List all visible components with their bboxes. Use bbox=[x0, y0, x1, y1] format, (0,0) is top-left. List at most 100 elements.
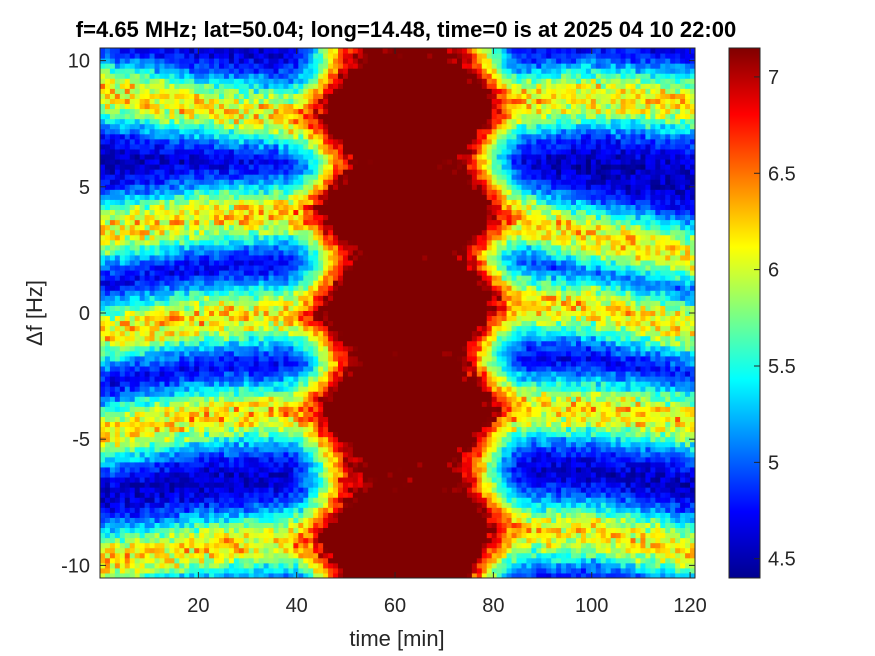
heatmap-cell bbox=[268, 154, 275, 160]
heatmap-cell bbox=[298, 239, 304, 246]
heatmap-cell bbox=[303, 482, 309, 488]
heatmap-cell bbox=[308, 78, 314, 84]
heatmap-cell bbox=[204, 451, 210, 458]
heatmap-cell bbox=[179, 330, 185, 337]
heatmap-cell bbox=[283, 416, 289, 423]
heatmap-cell bbox=[293, 446, 299, 453]
heatmap-cell bbox=[318, 366, 324, 372]
heatmap-cell bbox=[124, 472, 131, 478]
heatmap-cell bbox=[293, 164, 299, 170]
heatmap-cell bbox=[134, 512, 141, 518]
heatmap-cell bbox=[164, 118, 170, 125]
heatmap-cell bbox=[174, 547, 180, 554]
heatmap-cell bbox=[283, 366, 289, 372]
heatmap-cell bbox=[209, 451, 215, 458]
heatmap-cell bbox=[248, 497, 255, 503]
heatmap-cell bbox=[228, 502, 235, 508]
heatmap-cell bbox=[258, 179, 265, 185]
heatmap-cell bbox=[258, 431, 265, 438]
heatmap-cell bbox=[144, 148, 151, 155]
heatmap-cell bbox=[144, 275, 151, 281]
heatmap-cell bbox=[174, 532, 180, 539]
heatmap-cell bbox=[149, 345, 156, 352]
heatmap-cell bbox=[214, 532, 220, 539]
heatmap-cell bbox=[228, 199, 235, 205]
heatmap-cell bbox=[159, 557, 165, 564]
heatmap-cell bbox=[233, 244, 240, 251]
heatmap-cell bbox=[209, 88, 215, 94]
heatmap-cell bbox=[209, 244, 215, 251]
heatmap-cell bbox=[233, 254, 240, 261]
heatmap-cell bbox=[104, 88, 111, 94]
heatmap-cell bbox=[169, 562, 175, 569]
heatmap-cell bbox=[124, 532, 131, 539]
heatmap-cell bbox=[253, 290, 260, 296]
heatmap-cell bbox=[258, 376, 265, 382]
heatmap-cell bbox=[328, 174, 334, 180]
heatmap-cell bbox=[293, 477, 299, 483]
heatmap-cell bbox=[134, 169, 141, 175]
heatmap-cell bbox=[154, 532, 160, 539]
heatmap-cell bbox=[184, 58, 190, 64]
heatmap-cell bbox=[169, 254, 175, 261]
heatmap-cell bbox=[199, 204, 205, 211]
heatmap-cell bbox=[248, 547, 255, 554]
heatmap-cell bbox=[243, 461, 250, 468]
heatmap-cell bbox=[114, 133, 121, 140]
heatmap-cell bbox=[248, 431, 255, 438]
heatmap-cell bbox=[159, 517, 165, 523]
heatmap-cell bbox=[283, 431, 289, 438]
heatmap-cell bbox=[263, 330, 270, 337]
heatmap-cell bbox=[238, 300, 245, 306]
heatmap-cell bbox=[248, 381, 255, 387]
heatmap-cell bbox=[179, 159, 185, 165]
heatmap-cell bbox=[134, 517, 141, 523]
heatmap-cell bbox=[139, 451, 146, 458]
heatmap-cell bbox=[124, 330, 131, 337]
heatmap-cell bbox=[149, 562, 156, 569]
heatmap-cell bbox=[333, 537, 339, 544]
heatmap-cell bbox=[169, 451, 175, 458]
heatmap-cell bbox=[174, 118, 180, 125]
heatmap-cell bbox=[194, 492, 200, 498]
heatmap-cell bbox=[189, 350, 195, 357]
heatmap-cell bbox=[159, 411, 165, 417]
heatmap-cell bbox=[144, 128, 151, 135]
heatmap-cell bbox=[109, 562, 116, 569]
heatmap-cell bbox=[159, 320, 165, 327]
heatmap-cell bbox=[263, 48, 270, 54]
heatmap-cell bbox=[169, 98, 175, 105]
heatmap-cell bbox=[159, 138, 165, 145]
heatmap-cell bbox=[209, 406, 215, 412]
heatmap-cell bbox=[109, 305, 116, 311]
heatmap-cell bbox=[219, 376, 225, 382]
heatmap-cell bbox=[144, 270, 151, 276]
heatmap-cell bbox=[308, 562, 314, 569]
heatmap-cell bbox=[283, 290, 289, 296]
heatmap-cell bbox=[253, 219, 260, 226]
heatmap-cell bbox=[308, 179, 314, 185]
heatmap-cell bbox=[144, 456, 151, 463]
heatmap-cell bbox=[328, 63, 334, 69]
heatmap-cell bbox=[119, 360, 126, 367]
heatmap-cell bbox=[323, 295, 329, 301]
heatmap-cell bbox=[273, 366, 279, 372]
heatmap-cell bbox=[139, 391, 146, 397]
heatmap-cell bbox=[134, 401, 141, 407]
heatmap-cell bbox=[248, 366, 255, 372]
heatmap-cell bbox=[253, 88, 260, 94]
heatmap-cell bbox=[119, 93, 126, 99]
heatmap-cell bbox=[328, 209, 334, 216]
heatmap-cell bbox=[124, 229, 131, 236]
heatmap-cell bbox=[273, 138, 279, 145]
heatmap-cell bbox=[124, 436, 131, 443]
heatmap-cell bbox=[243, 285, 250, 291]
heatmap-cell bbox=[318, 456, 324, 463]
heatmap-cell bbox=[164, 552, 170, 559]
heatmap-cell bbox=[189, 93, 195, 99]
heatmap-cell bbox=[219, 552, 225, 559]
heatmap-cell bbox=[204, 391, 210, 397]
heatmap-cell bbox=[278, 113, 284, 120]
heatmap-cell bbox=[144, 436, 151, 443]
heatmap-cell bbox=[179, 254, 185, 261]
